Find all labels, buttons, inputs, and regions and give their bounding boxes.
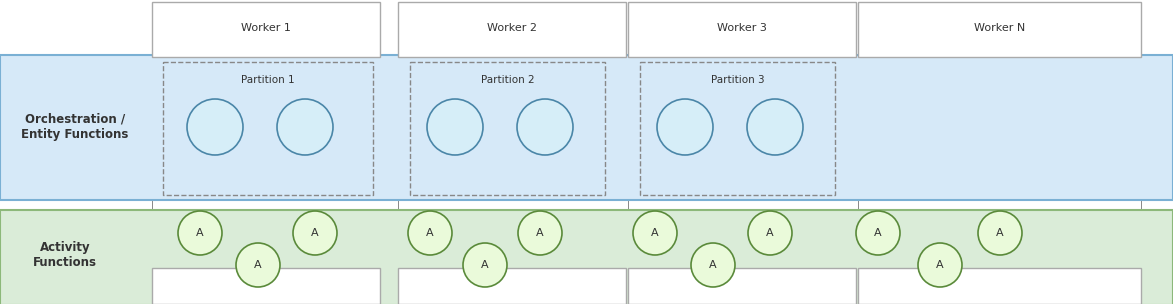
Text: 1: 1: [211, 122, 218, 132]
Circle shape: [918, 243, 962, 287]
Circle shape: [657, 99, 713, 155]
Text: 4: 4: [542, 122, 549, 132]
Text: Partition 2: Partition 2: [481, 75, 535, 85]
Text: Worker 2: Worker 2: [487, 23, 537, 33]
Text: A: A: [766, 228, 774, 238]
Text: Orchestration /
Entity Functions: Orchestration / Entity Functions: [21, 113, 129, 141]
Circle shape: [293, 211, 337, 255]
Text: 3: 3: [452, 122, 459, 132]
Circle shape: [978, 211, 1022, 255]
Text: A: A: [874, 228, 882, 238]
Text: A: A: [536, 228, 544, 238]
Text: A: A: [651, 228, 659, 238]
Text: Activity
Functions: Activity Functions: [33, 241, 97, 269]
Text: A: A: [936, 260, 944, 270]
Text: 5: 5: [682, 122, 689, 132]
Circle shape: [427, 99, 483, 155]
Text: A: A: [255, 260, 262, 270]
Text: A: A: [311, 228, 319, 238]
Bar: [411, 62, 605, 195]
Text: A: A: [710, 260, 717, 270]
Circle shape: [691, 243, 735, 287]
Text: 6: 6: [772, 122, 779, 132]
Text: A: A: [996, 228, 1004, 238]
Text: A: A: [426, 228, 434, 238]
Text: Worker N: Worker N: [974, 23, 1025, 33]
Text: 2: 2: [301, 122, 308, 132]
Circle shape: [236, 243, 280, 287]
Circle shape: [463, 243, 507, 287]
Bar: [628, 2, 856, 57]
Text: Worker 3: Worker 3: [717, 23, 767, 33]
Bar: [857, 268, 1141, 304]
Text: A: A: [481, 260, 489, 270]
Circle shape: [518, 211, 562, 255]
Circle shape: [517, 99, 572, 155]
Bar: [857, 2, 1141, 57]
Circle shape: [748, 211, 792, 255]
Bar: [152, 2, 380, 57]
Bar: [640, 62, 835, 195]
Text: A: A: [196, 228, 204, 238]
Circle shape: [747, 99, 804, 155]
Text: Worker 1: Worker 1: [242, 23, 291, 33]
Circle shape: [178, 211, 222, 255]
Bar: [0, 55, 1173, 200]
Text: Partition 3: Partition 3: [711, 75, 765, 85]
Bar: [398, 2, 626, 57]
Bar: [163, 62, 373, 195]
Bar: [628, 268, 856, 304]
Bar: [398, 268, 626, 304]
Circle shape: [633, 211, 677, 255]
Text: Partition 1: Partition 1: [242, 75, 294, 85]
Circle shape: [856, 211, 900, 255]
Circle shape: [187, 99, 243, 155]
Circle shape: [408, 211, 452, 255]
Circle shape: [277, 99, 333, 155]
Bar: [152, 268, 380, 304]
Bar: [0, 210, 1173, 304]
